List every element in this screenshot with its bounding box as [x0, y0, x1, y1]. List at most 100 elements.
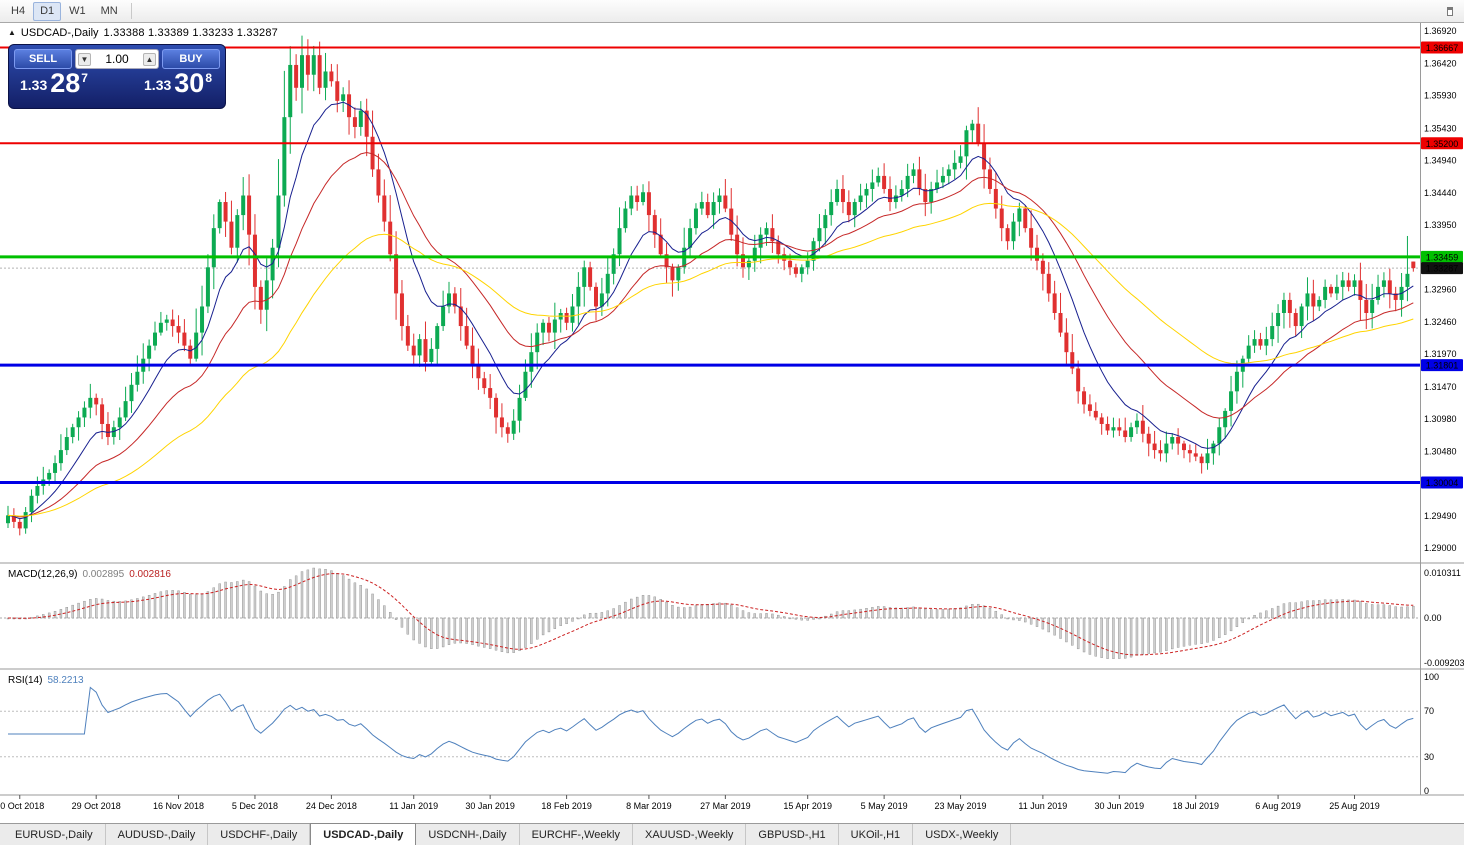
macd-name: MACD(12,26,9) — [8, 569, 78, 580]
svg-text:1.33287: 1.33287 — [1426, 264, 1459, 274]
chart-tab-usdxweekly[interactable]: USDX-,Weekly — [913, 824, 1012, 845]
svg-text:1.31801: 1.31801 — [1426, 361, 1459, 371]
volume-decrease-icon[interactable]: ▼ — [78, 52, 91, 66]
svg-text:1.33950: 1.33950 — [1424, 220, 1457, 230]
svg-text:1.32960: 1.32960 — [1424, 285, 1457, 295]
svg-text:1.36420: 1.36420 — [1424, 59, 1457, 69]
trade-panel-prices: 1.33 28 7 1.33 30 8 — [14, 69, 220, 97]
volume-value[interactable]: 1.00 — [105, 52, 129, 66]
buy-price-pips: 30 — [174, 68, 205, 98]
sell-button[interactable]: SELL — [14, 49, 72, 69]
svg-text:5 May 2019: 5 May 2019 — [861, 801, 908, 811]
timeframe-button-h4[interactable]: H4 — [4, 2, 32, 21]
svg-text:1.31470: 1.31470 — [1424, 382, 1457, 392]
svg-text:-0.009203: -0.009203 — [1424, 658, 1464, 668]
svg-text:6 Aug 2019: 6 Aug 2019 — [1255, 801, 1301, 811]
svg-text:1.35200: 1.35200 — [1426, 139, 1459, 149]
sell-price[interactable]: 1.33 28 7 — [20, 70, 88, 97]
svg-text:30 Jun 2019: 30 Jun 2019 — [1095, 801, 1145, 811]
buy-price-base: 1.33 — [144, 77, 172, 93]
svg-text:0.010311: 0.010311 — [1424, 568, 1461, 578]
chart-tab-gbpusdh1[interactable]: GBPUSD-,H1 — [746, 824, 839, 845]
svg-text:1.35430: 1.35430 — [1424, 123, 1457, 133]
chart-tabbar: EURUSD-,Daily AUDUSD-,Daily USDCHF-,Daily U… — [0, 823, 1464, 845]
svg-text:11 Jan 2019: 11 Jan 2019 — [389, 801, 438, 811]
chart-tab-eurchfweekly[interactable]: EURCHF-,Weekly — [520, 824, 633, 845]
chart-tab-audusddaily[interactable]: AUDUSD-,Daily — [106, 824, 209, 845]
price-level-badge: 1.30004 — [1421, 476, 1463, 489]
svg-text:11 Jun 2019: 11 Jun 2019 — [1018, 801, 1067, 811]
buy-price[interactable]: 1.33 30 8 — [144, 70, 212, 97]
svg-text:1.31970: 1.31970 — [1424, 349, 1457, 359]
svg-text:0: 0 — [1424, 786, 1429, 796]
time-axis[interactable]: 10 Oct 2018 29 Oct 2018 16 Nov 2018 5 Dec 2… — [0, 795, 1380, 811]
chart-ohlc-values: 1.33388 1.33389 1.33233 1.33287 — [103, 27, 278, 39]
macd-main-value: 0.002895 — [82, 569, 125, 580]
svg-text:25 Aug 2019: 25 Aug 2019 — [1329, 801, 1380, 811]
chart-tab-ukoilh1[interactable]: UKOil-,H1 — [839, 824, 914, 845]
sell-price-base: 1.33 — [20, 77, 48, 93]
buy-button[interactable]: BUY — [162, 49, 220, 69]
chart-area: 1.36920 1.36420 1.35930 1.35430 1.34940 1.344… — [0, 23, 1464, 823]
svg-text:0.00: 0.00 — [1424, 613, 1442, 623]
svg-text:70: 70 — [1424, 706, 1434, 716]
timeframe-button-w1[interactable]: W1 — [62, 2, 93, 21]
svg-text:29 Oct 2018: 29 Oct 2018 — [72, 801, 121, 811]
one-click-trading-panel: SELL ▼ 1.00 ▲ BUY 1.33 28 7 1.33 30 8 — [8, 44, 226, 109]
chart-tab-usdcnhdaily[interactable]: USDCNH-,Daily — [416, 824, 520, 845]
svg-text:18 Feb 2019: 18 Feb 2019 — [541, 801, 592, 811]
svg-text:16 Nov 2018: 16 Nov 2018 — [153, 801, 204, 811]
svg-text:1.35930: 1.35930 — [1424, 91, 1457, 101]
svg-text:1.29490: 1.29490 — [1424, 511, 1457, 521]
rsi-pane[interactable] — [0, 686, 1420, 774]
svg-text:27 Mar 2019: 27 Mar 2019 — [700, 801, 751, 811]
svg-text:1.36920: 1.36920 — [1424, 26, 1457, 36]
price-level-badge: 1.33459 — [1421, 250, 1463, 263]
price-level-badge: 1.35200 — [1421, 137, 1463, 150]
svg-text:15 Apr 2019: 15 Apr 2019 — [783, 801, 832, 811]
svg-text:30 Jan 2019: 30 Jan 2019 — [465, 801, 515, 811]
restore-window-button[interactable] — [1440, 3, 1460, 20]
timeframe-button-d1[interactable]: D1 — [33, 1, 62, 21]
trade-panel-controls: SELL ▼ 1.00 ▲ BUY — [14, 49, 220, 69]
toolbar-separator — [130, 3, 132, 19]
svg-text:1.30480: 1.30480 — [1424, 446, 1457, 456]
chart-tab-usdchfdaily[interactable]: USDCHF-,Daily — [208, 824, 311, 845]
buy-price-point: 8 — [205, 71, 212, 85]
chart-title: ▲ USDCAD-,Daily 1.33388 1.33389 1.33233 … — [8, 27, 278, 39]
svg-text:5 Dec 2018: 5 Dec 2018 — [232, 801, 278, 811]
price-level-badge: 1.36667 — [1421, 41, 1463, 54]
svg-text:10 Oct 2018: 10 Oct 2018 — [0, 801, 44, 811]
macd-pane[interactable] — [0, 567, 1420, 659]
svg-text:1.30004: 1.30004 — [1426, 478, 1459, 488]
sell-price-point: 7 — [81, 71, 88, 85]
svg-text:1.34940: 1.34940 — [1424, 155, 1457, 165]
svg-text:1.34440: 1.34440 — [1424, 188, 1457, 198]
volume-input[interactable]: ▼ 1.00 ▲ — [75, 49, 159, 69]
rsi-value: 58.2213 — [47, 675, 84, 686]
macd-indicator-label: MACD(12,26,9) 0.002895 0.002816 — [8, 569, 171, 580]
svg-text:1.32460: 1.32460 — [1424, 317, 1457, 327]
chart-tab-usdcaddaily[interactable]: USDCAD-,Daily — [310, 823, 417, 845]
svg-text:1.36667: 1.36667 — [1426, 43, 1459, 53]
svg-text:1.29000: 1.29000 — [1424, 543, 1457, 553]
timeframe-button-mn[interactable]: MN — [94, 2, 125, 21]
svg-text:100: 100 — [1424, 672, 1439, 682]
svg-text:24 Dec 2018: 24 Dec 2018 — [306, 801, 357, 811]
chart-tab-xauusdweekly[interactable]: XAUUSD-,Weekly — [633, 824, 747, 845]
svg-text:1.30980: 1.30980 — [1424, 414, 1457, 424]
svg-text:18 Jul 2019: 18 Jul 2019 — [1172, 801, 1219, 811]
volume-increase-icon[interactable]: ▲ — [142, 52, 156, 66]
chart-symbol-label: USDCAD-,Daily — [20, 27, 99, 39]
chart-canvas[interactable]: 1.36920 1.36420 1.35930 1.35430 1.34940 1.344… — [0, 23, 1464, 823]
svg-text:1.33459: 1.33459 — [1426, 252, 1459, 262]
price-pane[interactable] — [0, 35, 1420, 536]
price-level-badge: 1.33287 — [1421, 262, 1463, 275]
price-level-badge: 1.31801 — [1421, 359, 1463, 372]
rsi-name: RSI(14) — [8, 675, 43, 686]
macd-signal-value: 0.002816 — [129, 569, 171, 580]
chart-tab-eurusddaily[interactable]: EURUSD-,Daily — [3, 824, 106, 845]
one-click-toggle-icon[interactable]: ▲ — [8, 28, 16, 37]
svg-text:23 May 2019: 23 May 2019 — [935, 801, 987, 811]
